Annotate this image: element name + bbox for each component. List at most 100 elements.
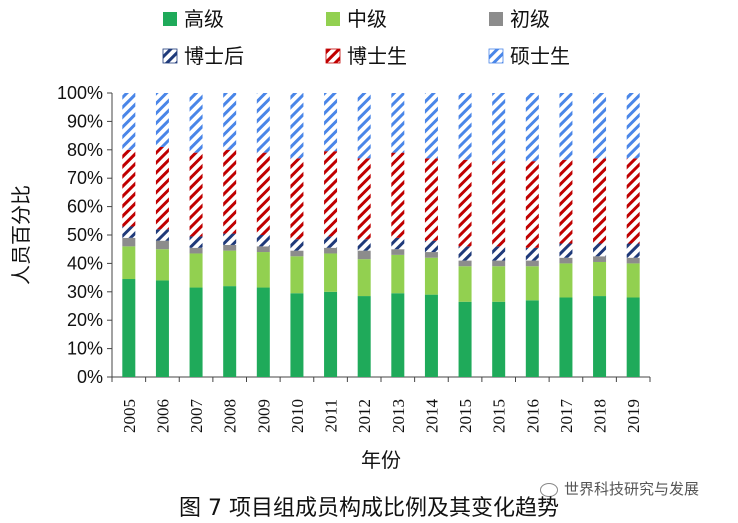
legend-label: 博士后 (184, 44, 244, 68)
x-axis-label: 年份 (361, 448, 401, 472)
bar-segment (155, 240, 169, 250)
bar-segment (424, 240, 438, 253)
legend-swatch (162, 48, 178, 64)
bar-segment (458, 301, 472, 377)
bar-segment (391, 293, 405, 377)
bar-segment (391, 93, 405, 153)
bar-segment (424, 294, 438, 377)
bar-segment (223, 244, 237, 251)
bar-segment (559, 257, 573, 264)
bar-segment (189, 287, 203, 377)
bar-segment (324, 291, 338, 377)
x-tick-label: 2009 (254, 399, 273, 433)
bar-segment (290, 250, 304, 257)
bar-segment (256, 246, 270, 253)
figure-caption: 图 7 项目组成员构成比例及其变化趋势 (179, 496, 559, 521)
bar-segment (324, 247, 338, 254)
bar-segment (559, 93, 573, 160)
y-tick-label: 70% (67, 168, 103, 188)
bar-segment (290, 239, 304, 251)
bar-segment (256, 93, 270, 153)
legend-label: 初级 (510, 7, 550, 31)
bar-segment (223, 93, 237, 150)
bar-segment (424, 257, 438, 295)
bar-segment (424, 158, 438, 241)
bar-segment (189, 152, 203, 237)
watermark: 世界科技研究与发展 (540, 478, 699, 499)
legend-label: 硕士生 (510, 44, 570, 68)
legend-swatch (489, 12, 503, 26)
y-tick-label: 10% (67, 339, 103, 359)
bar-segment (122, 237, 136, 247)
bar-segment (525, 161, 539, 248)
bar-segment (391, 254, 405, 294)
bar-segment (122, 149, 136, 227)
bar-segment (424, 93, 438, 159)
bar-segment (559, 297, 573, 377)
bar-segment (223, 286, 237, 377)
bar-segment (189, 93, 203, 153)
bar-segment (458, 93, 472, 160)
bar-segment (290, 256, 304, 294)
y-tick-label: 100% (57, 83, 103, 103)
x-tick-label: 2014 (422, 399, 441, 434)
bar-segment (525, 260, 539, 267)
bar-segment (626, 243, 640, 258)
legend-swatch (163, 12, 177, 26)
bar-segment (593, 256, 607, 262)
bar-segment (626, 263, 640, 298)
x-tick-label: 2008 (221, 399, 240, 433)
bar-segment (492, 266, 506, 302)
x-tick-label: 2007 (187, 399, 206, 434)
bar-segment (424, 252, 438, 258)
bar-segment (626, 158, 640, 244)
bar-segment (458, 260, 472, 267)
bar-segment (492, 260, 506, 267)
x-tick-label: 2013 (389, 399, 408, 433)
y-tick-label: 40% (67, 253, 103, 273)
bar-segment (155, 146, 169, 230)
legend-swatch (326, 12, 340, 26)
y-tick-label: 80% (67, 140, 103, 160)
y-tick-label: 30% (67, 282, 103, 302)
bar-segment (492, 161, 506, 247)
bar-segment (391, 152, 405, 238)
bar-segment (290, 293, 304, 377)
bar-segment (458, 159, 472, 247)
bar-segment (626, 93, 640, 159)
bar-segment (256, 287, 270, 377)
bar-segment (593, 93, 607, 159)
bar-segment (525, 300, 539, 377)
legend-swatch (325, 48, 341, 64)
wechat-icon (540, 482, 558, 497)
x-tick-label: 2012 (355, 399, 374, 433)
bar-segment (189, 247, 203, 254)
x-tick-label: 2016 (523, 399, 542, 433)
bar-segment (492, 301, 506, 377)
y-tick-label: 20% (67, 310, 103, 330)
bar-segment (324, 253, 338, 292)
x-tick-label: 2019 (624, 399, 643, 433)
bar-segment (559, 243, 573, 258)
watermark-text: 世界科技研究与发展 (564, 480, 700, 498)
bar-segment (626, 257, 640, 264)
legend-label: 中级 (347, 7, 387, 31)
bar-segment (189, 253, 203, 288)
bar-segment (559, 159, 573, 244)
bar-segment (290, 158, 304, 240)
x-tick-label: 2018 (591, 399, 610, 433)
bar-segment (155, 229, 169, 241)
bar-segment (155, 249, 169, 281)
legend-label: 高级 (184, 7, 224, 31)
bar-segment (525, 247, 539, 261)
bar-segment (525, 266, 539, 301)
y-axis-label: 人员百分比 (9, 185, 33, 285)
bar-segment (223, 149, 237, 234)
bar-segment (559, 263, 573, 298)
bar-segment (593, 243, 607, 257)
y-tick-label: 60% (67, 197, 103, 217)
bar-segment (256, 252, 270, 288)
bar-segment (357, 239, 371, 251)
bar-segment (492, 246, 506, 261)
legend-label: 博士生 (347, 44, 407, 68)
